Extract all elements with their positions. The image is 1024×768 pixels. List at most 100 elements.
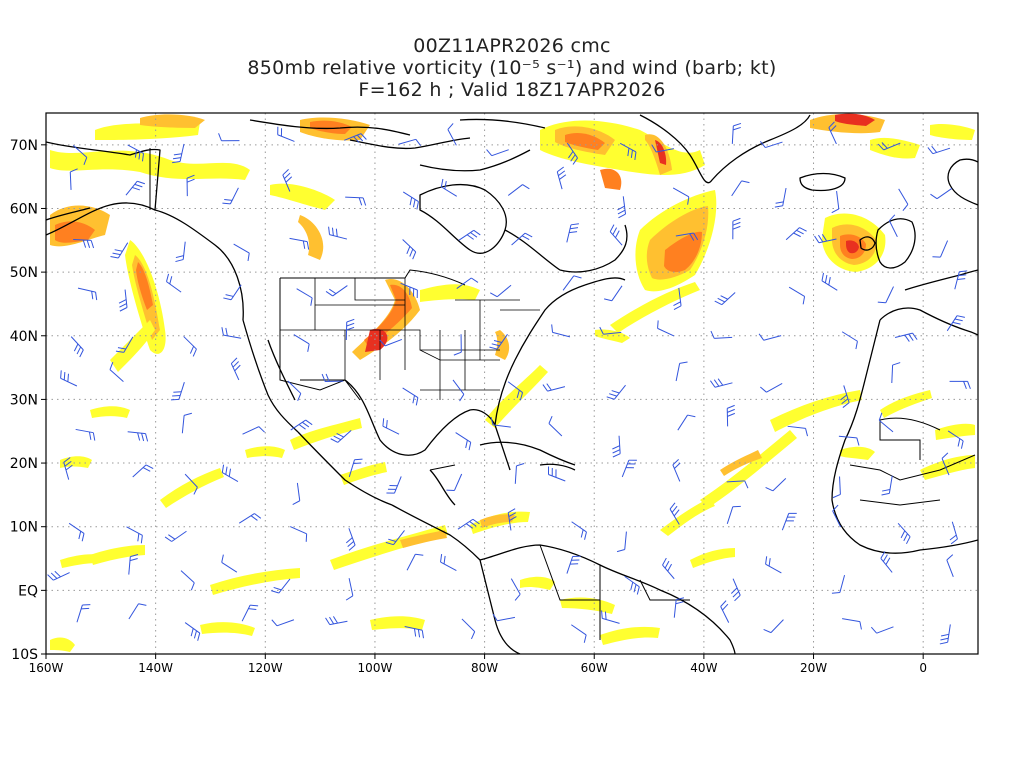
- wind-barb: [321, 373, 344, 382]
- wind-barb: [60, 370, 78, 387]
- lon-tick-label: 60W: [581, 661, 608, 675]
- lon-tick-label: 0: [919, 661, 927, 675]
- lat-tick-label: 10S: [11, 647, 38, 663]
- lat-tick-label: 30N: [10, 392, 38, 408]
- wind-barb: [571, 624, 587, 643]
- wind-barb: [345, 578, 354, 601]
- wind-barb: [242, 426, 265, 435]
- wind-barb: [184, 622, 201, 641]
- wind-barb: [507, 184, 530, 196]
- country-borders: [149, 148, 976, 640]
- wind-barb: [651, 144, 674, 153]
- wind-barb: [132, 464, 154, 478]
- wind-barb: [838, 435, 860, 446]
- wind-barb: [841, 331, 858, 350]
- wind-barb: [891, 362, 901, 384]
- lon-tick-label: 140W: [138, 661, 173, 675]
- wind-barb: [672, 187, 690, 205]
- wind-barb: [115, 336, 134, 353]
- wind-barb: [616, 531, 627, 553]
- wind-barb: [222, 187, 239, 205]
- wind-barb: [765, 556, 782, 574]
- wind-barb: [821, 272, 838, 291]
- wind-barb: [233, 243, 250, 262]
- wind-barb: [330, 430, 352, 443]
- wind-barb: [128, 603, 147, 620]
- wind-barb: [677, 414, 696, 431]
- wind-barb: [348, 458, 363, 478]
- wind-barb: [345, 528, 356, 551]
- wind-barb: [878, 412, 894, 433]
- wind-barb: [461, 618, 476, 640]
- wind-barb: [941, 452, 950, 476]
- wind-barb: [832, 476, 841, 499]
- wind-barb: [832, 504, 842, 528]
- wind-barb: [344, 133, 367, 143]
- wind-barb: [726, 404, 736, 427]
- wind-barb: [814, 234, 837, 244]
- wind-barb: [456, 277, 479, 289]
- wind-barb: [897, 522, 911, 545]
- lon-tick-label: 160W: [29, 661, 64, 675]
- wind-barb: [606, 384, 626, 400]
- wind-barb: [880, 551, 893, 573]
- wind-barb: [731, 122, 742, 144]
- wind-barb: [621, 459, 637, 478]
- wind-barb: [453, 334, 462, 356]
- wind-barb: [548, 415, 563, 437]
- wind-barb: [730, 578, 741, 602]
- wind-barb: [947, 430, 964, 449]
- wind-barb: [840, 385, 850, 408]
- wind-barb: [175, 241, 186, 263]
- wind-barb: [547, 466, 566, 482]
- wind-barb: [758, 333, 782, 341]
- wind-barb: [714, 292, 736, 306]
- wind-barb: [241, 604, 259, 622]
- wind-barb: [289, 526, 308, 542]
- wind-barb: [551, 324, 571, 338]
- wind-barb: [125, 180, 146, 196]
- wind-barb: [186, 174, 195, 197]
- wind-barbs: [47, 121, 971, 645]
- wind-barb: [181, 412, 192, 434]
- wind-barb: [657, 320, 675, 337]
- wind-barb: [672, 458, 681, 482]
- wind-barb: [402, 191, 419, 210]
- wind-barb: [47, 570, 70, 581]
- wind-barb: [949, 380, 971, 389]
- wind-barb: [877, 142, 901, 151]
- lat-tick-label: 70N: [10, 138, 38, 154]
- coastlines: [46, 114, 978, 654]
- wind-barb: [166, 273, 182, 293]
- wind-barb: [763, 619, 784, 634]
- wind-barb: [382, 418, 400, 435]
- wind-barb: [787, 425, 808, 437]
- wind-barb: [458, 229, 481, 241]
- wind-barb: [296, 288, 313, 306]
- wind-barb: [946, 554, 954, 577]
- wind-barb: [571, 521, 587, 540]
- lon-tick-label: 100W: [358, 661, 393, 675]
- wind-barb: [514, 463, 525, 484]
- longitude-axis: 160W 140W 120W 100W 80W 60W 40W 20W 0: [29, 654, 927, 675]
- wind-barb: [881, 475, 893, 496]
- wind-barb: [455, 432, 472, 451]
- lat-tick-label: 40N: [10, 329, 38, 345]
- wind-barb: [894, 332, 918, 342]
- wind-barb: [612, 435, 621, 458]
- wind-barb: [954, 270, 968, 290]
- wind-barb: [842, 618, 862, 630]
- wind-barb: [731, 180, 750, 197]
- wind-barb: [386, 476, 402, 494]
- wind-barb: [949, 521, 958, 545]
- wind-barb: [238, 513, 262, 524]
- wind-barb: [507, 508, 517, 531]
- wind-barb: [75, 428, 96, 441]
- wind-barb: [289, 237, 310, 250]
- wind-barb: [720, 600, 730, 623]
- wind-barb: [183, 336, 197, 357]
- wind-barb: [726, 505, 741, 524]
- wind-barb: [781, 512, 797, 531]
- wind-barb: [379, 338, 403, 347]
- wind-barb: [221, 327, 242, 339]
